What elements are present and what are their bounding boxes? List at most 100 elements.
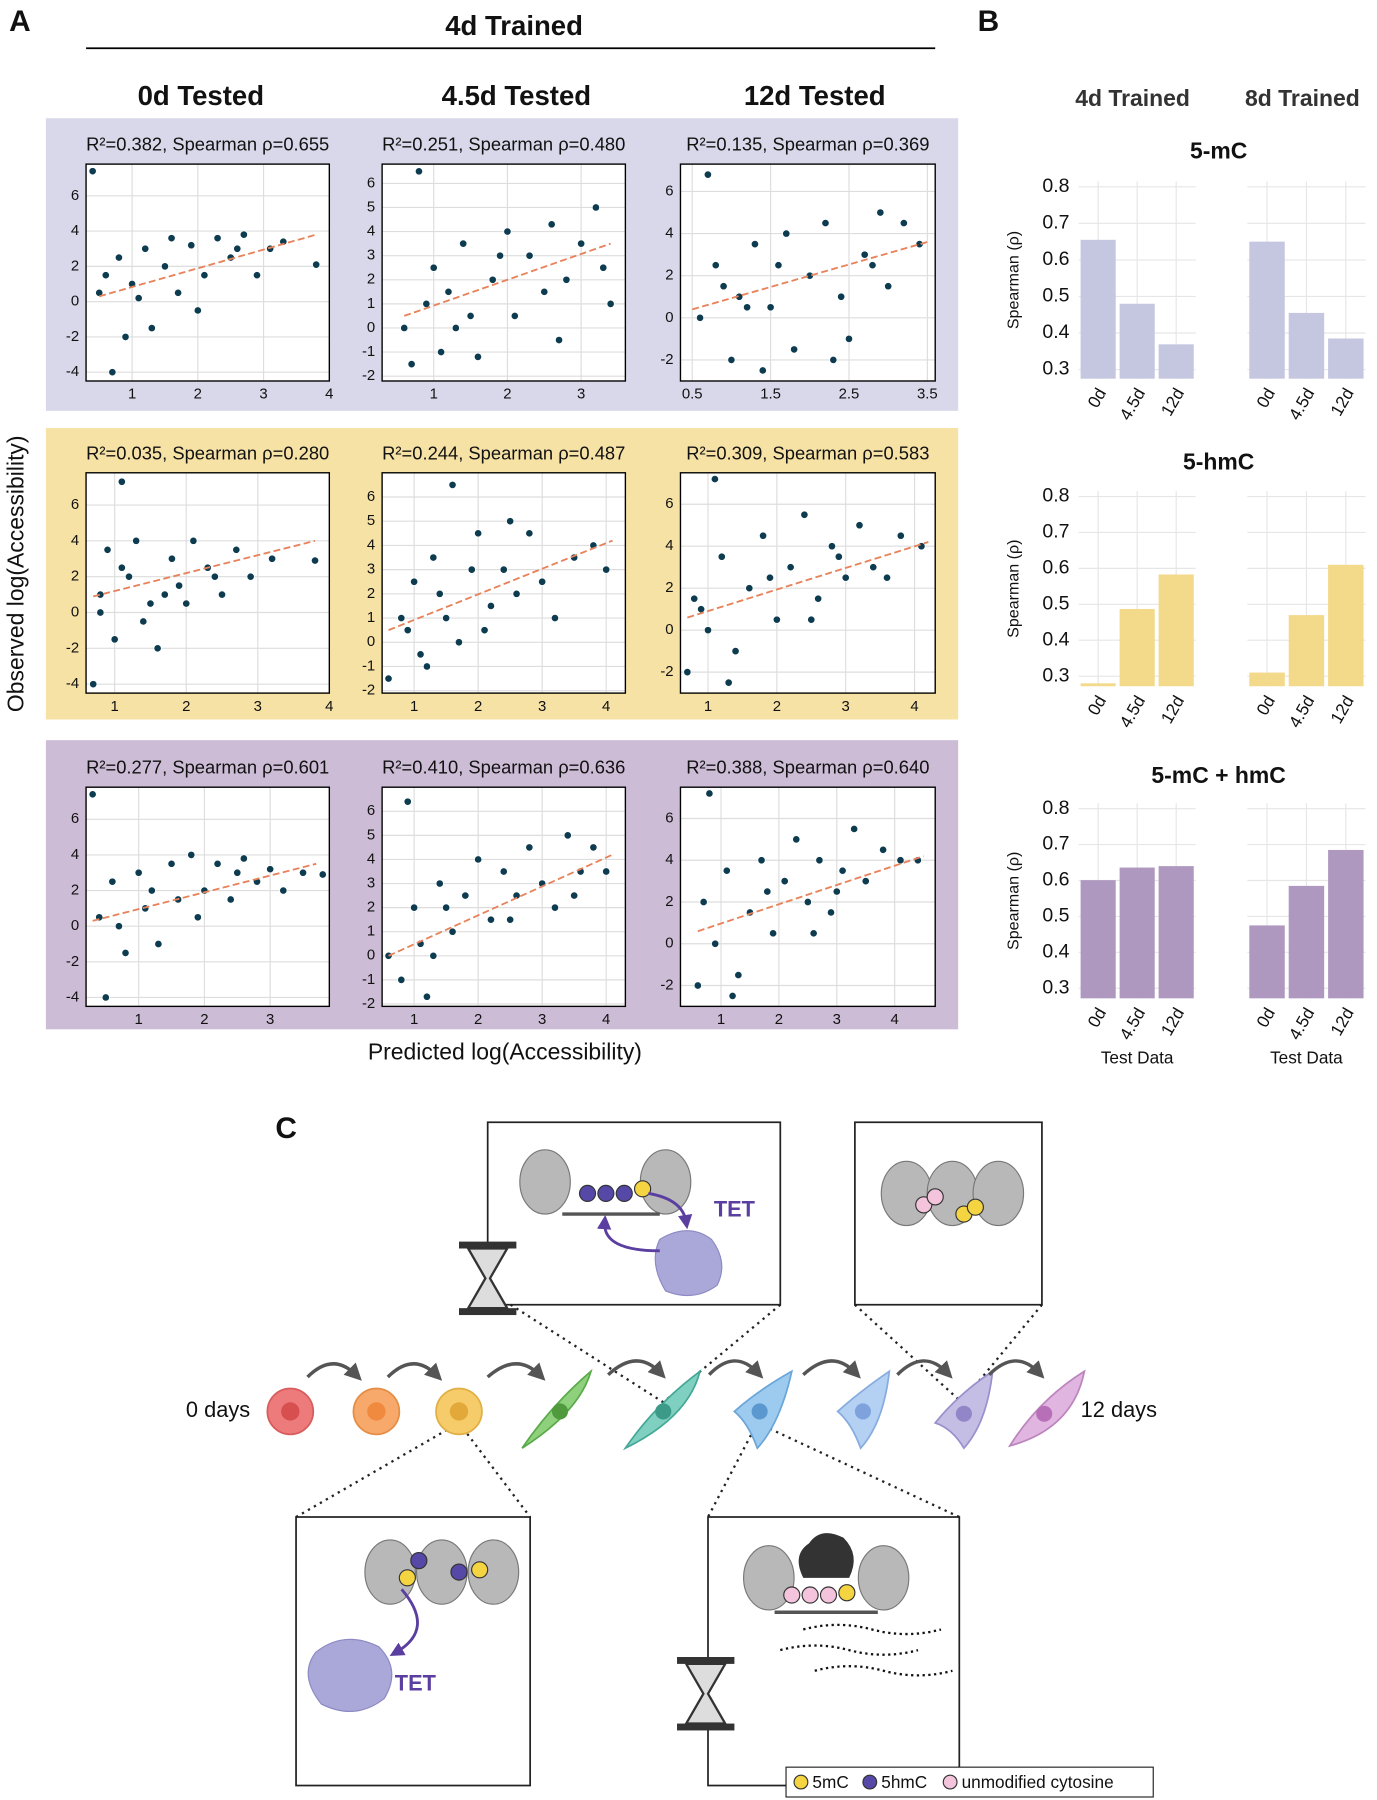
y-tick-label: 6 <box>367 175 375 191</box>
point <box>121 948 130 957</box>
point <box>210 572 219 581</box>
point <box>591 203 600 212</box>
point <box>429 263 438 272</box>
point <box>175 581 184 590</box>
bar <box>1119 608 1155 687</box>
legend-label: 5hmC <box>881 1772 927 1792</box>
tet-enzyme <box>307 1638 393 1712</box>
plot-frame <box>381 786 627 1008</box>
point <box>577 239 586 248</box>
plot-area <box>86 164 330 381</box>
point <box>187 850 196 859</box>
y-tick-label: 4 <box>367 224 375 240</box>
point <box>442 614 451 623</box>
legend-label: 5mC <box>812 1772 848 1792</box>
point <box>154 939 163 949</box>
y-tick-label: 4 <box>665 852 673 868</box>
x-tick-label: 3.5 <box>917 387 938 403</box>
y-tick-label: 0.4 <box>1042 628 1069 650</box>
fit-line <box>687 541 929 619</box>
x-tick-label: 3 <box>538 1012 546 1028</box>
x-tick-label: 4.5d <box>1284 1004 1318 1043</box>
point <box>876 208 885 217</box>
point <box>869 563 878 572</box>
y-tick-label: 2 <box>367 586 375 602</box>
x-tick-label: 2 <box>194 387 202 403</box>
plot-title: R²=0.251, Spearman ρ=0.480 <box>382 134 625 155</box>
x-tick-label: 3 <box>254 699 262 715</box>
point <box>606 299 615 308</box>
y-tick-label: 0.8 <box>1042 485 1069 507</box>
point <box>121 332 130 341</box>
y-tick-label: 1 <box>367 610 375 626</box>
x-tick-label: 4.5d <box>1284 384 1318 423</box>
y-tick-label: 6 <box>71 497 79 513</box>
x-tick-label: 3 <box>266 1012 274 1028</box>
point <box>101 271 110 280</box>
y-axis-label: Spearman (ρ) <box>1005 231 1023 329</box>
point <box>422 992 431 1001</box>
plot-area <box>382 472 626 694</box>
x-tick-label: 1.5 <box>760 387 781 403</box>
point <box>486 601 495 610</box>
point <box>88 167 97 176</box>
point <box>384 951 393 960</box>
point <box>815 856 824 865</box>
y-tick-label: 0.7 <box>1042 521 1069 543</box>
bar <box>1249 925 1285 999</box>
point <box>182 599 191 608</box>
y-tick-label: 4 <box>71 223 79 239</box>
point <box>861 877 870 886</box>
point <box>252 271 262 280</box>
point <box>239 230 248 239</box>
y-tick-label: -2 <box>660 977 673 993</box>
point <box>814 594 823 603</box>
point <box>461 891 470 900</box>
bar <box>1119 867 1155 999</box>
x-tick-label: 4 <box>910 699 918 715</box>
x-tick-label: 4.5d <box>1115 1004 1149 1043</box>
point <box>246 572 255 581</box>
y-tick-label: 0.3 <box>1042 664 1069 686</box>
point <box>89 680 98 689</box>
hourglass <box>459 1241 517 1316</box>
plot-area <box>680 787 936 1007</box>
y-tick-label: 2 <box>367 272 375 288</box>
y-tick-label: -4 <box>66 676 79 692</box>
point <box>829 355 838 364</box>
point <box>562 275 571 284</box>
plot-area <box>382 164 626 381</box>
y-tick-label: 2 <box>665 894 673 910</box>
point <box>488 275 497 284</box>
y-tick-label: 5 <box>367 827 375 843</box>
point <box>403 626 412 635</box>
plot-title: R²=0.277, Spearman ρ=0.601 <box>86 757 329 778</box>
point <box>711 261 720 270</box>
point <box>132 536 141 545</box>
point <box>279 237 288 246</box>
point <box>437 348 446 357</box>
y-tick-label: 5 <box>367 513 375 529</box>
y-tick-label: -2 <box>66 640 79 656</box>
point <box>486 915 495 924</box>
point <box>800 510 809 519</box>
point <box>693 981 702 990</box>
y-tick-label: -4 <box>66 364 79 380</box>
y-tick-label: 0.8 <box>1042 175 1069 197</box>
panel-header: 4d Trained <box>445 10 583 41</box>
x-tick-label: 2.5 <box>839 387 860 403</box>
y-tick-label: 0 <box>71 294 79 310</box>
point <box>821 219 830 228</box>
x-tick-label: 0d <box>1083 1004 1110 1031</box>
point <box>790 345 799 354</box>
x-tick-label: 4 <box>325 387 333 403</box>
bar <box>1249 672 1285 687</box>
point <box>743 303 752 312</box>
point <box>703 626 713 635</box>
x-tick-label: 4 <box>602 1012 610 1028</box>
y-tick-label: 2 <box>665 580 673 596</box>
x-tick-label: 3 <box>833 1012 841 1028</box>
point <box>233 868 242 877</box>
point <box>193 913 202 922</box>
x-tick-label: 2 <box>474 1012 482 1028</box>
